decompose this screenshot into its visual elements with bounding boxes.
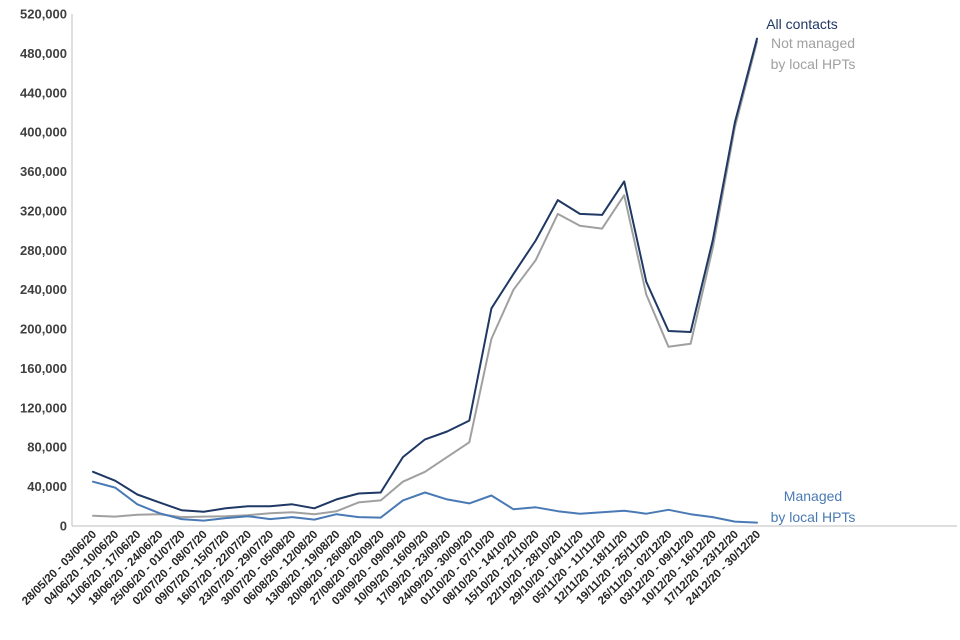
series-label: by local HPTs [771,56,856,72]
series-line-managed-by-local-hpts [92,480,758,524]
y-tick-label: 400,000 [20,125,67,140]
series-label: by local HPTs [771,509,856,525]
y-tick-label: 80,000 [27,440,67,455]
y-axis: 0 40,000 80,000 120,000 160,000 200,000 240,00… [20,7,73,534]
series-line-all-contacts [92,37,758,513]
y-tick-label: 240,000 [20,282,67,297]
series-label: Not managed [771,35,855,51]
y-tick-label: 480,000 [20,46,67,61]
series-labels: All contacts Not managed by local HPTs Mana… [766,16,855,525]
y-tick-label: 520,000 [20,7,67,22]
series-label: All contacts [766,16,838,32]
y-tick-label: 40,000 [27,479,67,494]
y-tick-label: 280,000 [20,243,67,258]
y-tick-label: 440,000 [20,85,67,100]
series-label: Managed [784,488,842,504]
plot-area [92,37,758,524]
y-tick-label: 160,000 [20,361,67,376]
y-tick-label: 320,000 [20,203,67,218]
y-tick-label: 120,000 [20,400,67,415]
y-tick-label: 360,000 [20,164,67,179]
series-line-not-managed-by-local-hpts [92,40,758,519]
y-tick-label: 200,000 [20,322,67,337]
y-tick-label: 0 [60,519,67,534]
